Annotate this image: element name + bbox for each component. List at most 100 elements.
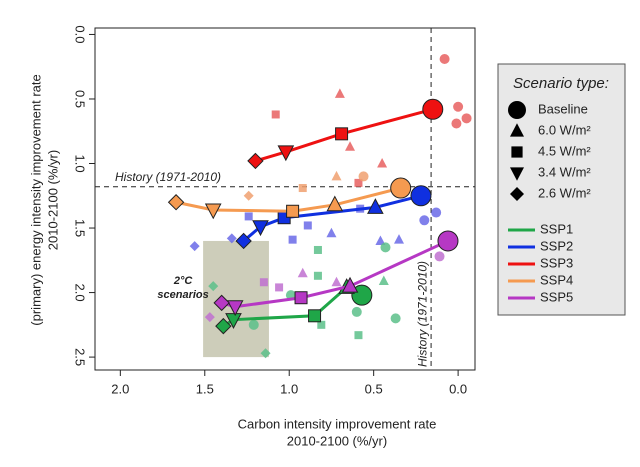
x-tick-label: 0.5: [365, 381, 383, 396]
run-point: [331, 276, 342, 287]
series-point: [225, 313, 242, 329]
run-point: [453, 101, 464, 112]
run-point: [377, 158, 388, 168]
run-point: [326, 227, 337, 238]
series-point: [167, 194, 185, 211]
legend-marker: [510, 187, 524, 201]
region: [203, 240, 269, 358]
x-axis-label: Carbon intensity improvement rate: [238, 416, 437, 431]
legend-label: SSP2: [540, 238, 573, 253]
legend-label: SSP4: [540, 272, 573, 287]
legend-title: Scenario type:: [513, 75, 609, 92]
series-point: [235, 232, 252, 250]
series-point: [215, 317, 232, 335]
run-point: [419, 215, 430, 226]
run-point: [394, 234, 404, 244]
series-point: [308, 309, 322, 323]
x-tick-label: 1.0: [280, 381, 298, 396]
run-point: [244, 212, 253, 221]
series-point: [286, 204, 300, 218]
y-tick-label: 1.5: [73, 219, 88, 237]
series-point: [294, 291, 308, 305]
y-tick-label: 2.0: [73, 284, 88, 302]
run-point: [451, 118, 462, 129]
x-axis-label: 2010-2100 (%/yr): [287, 433, 387, 448]
series-point: [335, 127, 349, 141]
run-point: [297, 267, 308, 278]
legend-label: Baseline: [538, 101, 588, 116]
x-tick-label: 2.0: [111, 381, 129, 396]
run-point: [259, 278, 268, 287]
series-point: [422, 98, 444, 120]
run-point: [298, 184, 307, 193]
legend-label: 2.6 W/m²: [538, 185, 591, 200]
x-tick-label: 1.5: [196, 381, 214, 396]
history-label: History (1971-2010): [115, 170, 221, 184]
run-point: [354, 178, 363, 187]
series-point: [247, 152, 264, 170]
legend-label: 3.4 W/m²: [538, 164, 591, 179]
run-point: [271, 110, 280, 119]
run-point: [226, 233, 237, 244]
run-point: [434, 251, 445, 262]
series-point: [410, 185, 432, 207]
series-point: [437, 230, 459, 252]
plot-frame: [94, 27, 476, 371]
run-point: [288, 235, 297, 244]
run-point: [208, 281, 219, 292]
y-tick-label: 1.0: [73, 154, 88, 172]
run-point: [317, 320, 326, 329]
run-point: [260, 348, 271, 359]
legend-marker: [508, 101, 526, 119]
run-point: [334, 88, 345, 98]
legend-marker: [511, 146, 523, 158]
run-point: [313, 271, 322, 280]
legend-marker: [510, 123, 524, 137]
series-point: [390, 177, 412, 199]
legend-label: SSP3: [540, 255, 573, 270]
run-point: [303, 221, 312, 230]
run-point: [351, 306, 362, 317]
run-point: [275, 283, 284, 292]
legend-label: 6.0 W/m²: [538, 122, 591, 137]
run-point: [439, 53, 450, 64]
series-point: [326, 195, 344, 212]
history-label: History (1971-2010): [415, 261, 429, 367]
y-axis-label: (primary) energy intensity improvement r…: [28, 74, 43, 325]
x-tick-label: 0.0: [449, 381, 467, 396]
run-point: [461, 113, 472, 124]
run-point: [331, 170, 342, 181]
region-label: 2°C: [173, 275, 194, 287]
legend-label: SSP5: [540, 289, 573, 304]
y-tick-label: 0.5: [73, 90, 88, 108]
series-point: [213, 294, 230, 312]
y-tick-label: 0.0: [73, 25, 88, 43]
run-point: [375, 235, 386, 245]
series-point: [226, 300, 244, 317]
run-point: [204, 312, 215, 323]
series-line: [255, 107, 434, 163]
run-point: [378, 275, 389, 285]
y-axis-label: 2010-2100 (%/yr): [45, 150, 60, 250]
series-point: [341, 276, 359, 293]
run-point: [354, 331, 363, 340]
run-point: [313, 245, 322, 254]
run-point: [243, 190, 254, 201]
series-point: [277, 145, 295, 162]
run-point: [189, 241, 200, 252]
run-point: [390, 313, 401, 324]
run-point: [345, 141, 356, 151]
legend-label: SSP1: [540, 221, 573, 236]
series-point: [204, 203, 222, 220]
run-point: [358, 171, 369, 182]
series-point: [252, 220, 269, 237]
region-label: scenarios: [157, 289, 208, 301]
legend-marker: [510, 167, 524, 181]
legend-label: 4.5 W/m²: [538, 143, 591, 158]
run-point: [431, 207, 442, 218]
run-point: [380, 242, 391, 253]
run-point: [248, 319, 259, 330]
series-point: [367, 198, 384, 214]
y-tick-label: 2.5: [73, 348, 88, 366]
